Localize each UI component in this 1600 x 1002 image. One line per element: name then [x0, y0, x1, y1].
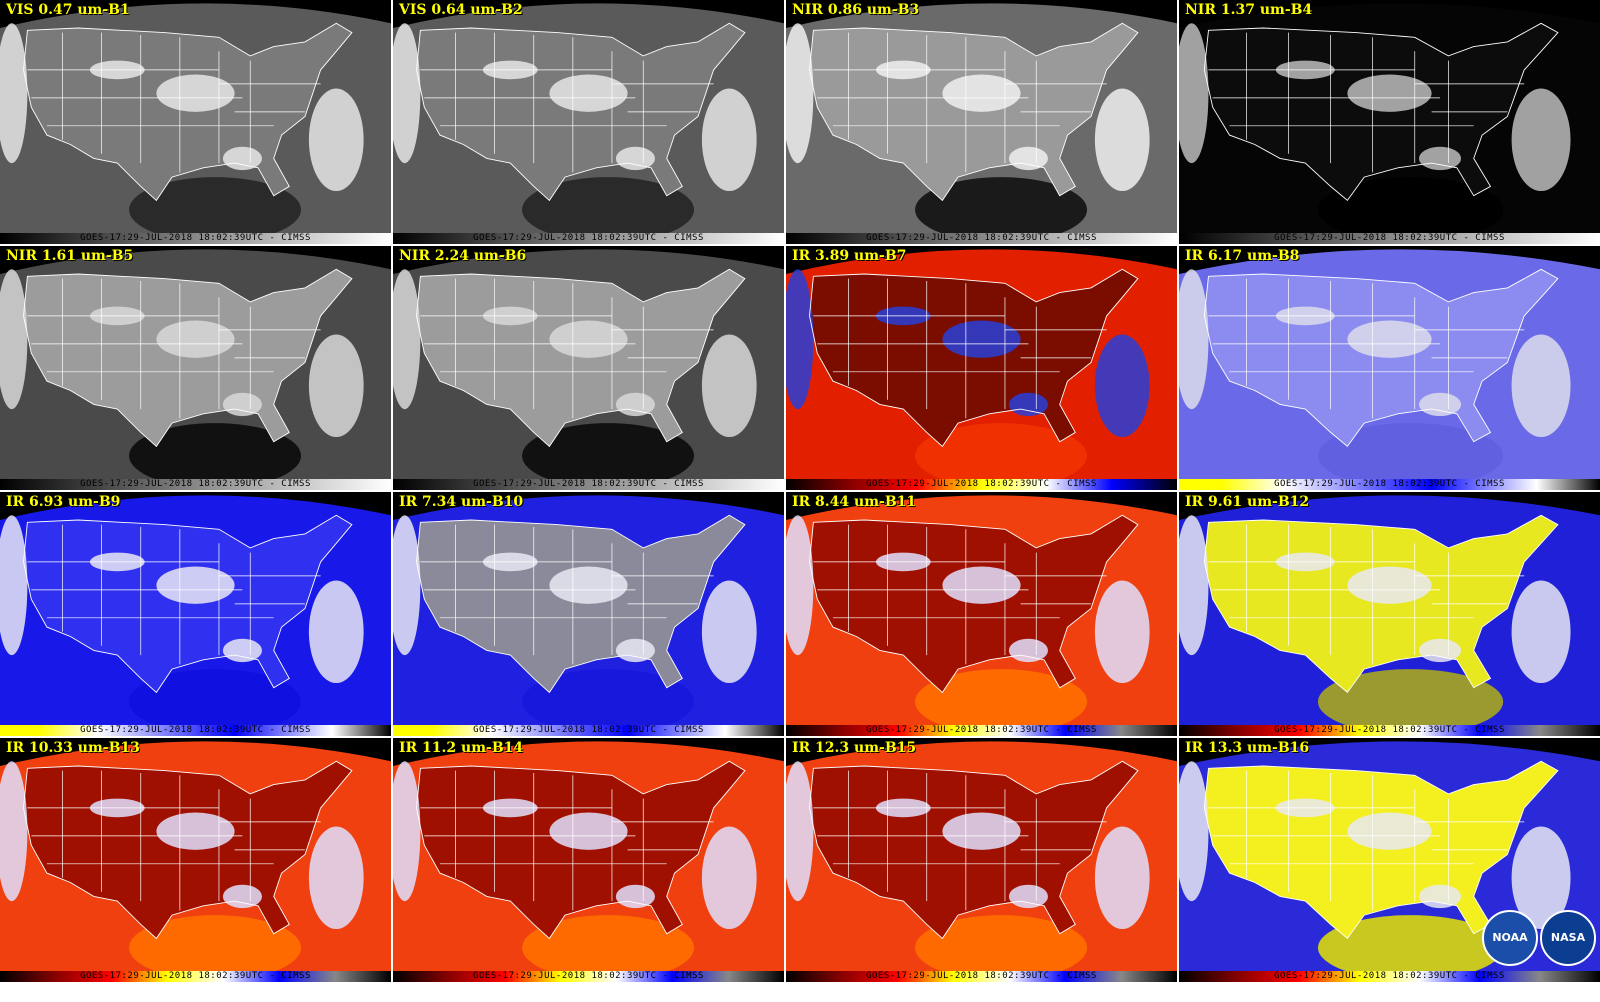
satellite-image — [1179, 246, 1600, 479]
band-label: IR 7.34 um-B10 — [399, 494, 524, 510]
satellite-image — [393, 492, 784, 725]
satellite-image — [393, 0, 784, 233]
color-bar: GOES-17:29-JUL-2018 18:02:39UTC - CIMSS — [393, 725, 784, 736]
color-bar: GOES-17:29-JUL-2018 18:02:39UTC - CIMSS — [393, 233, 784, 244]
color-bar: GOES-17:29-JUL-2018 18:02:39UTC - CIMSS — [0, 971, 391, 982]
band-panel: IR 12.3 um-B15 GOES-17:29-JUL-2018 18:02:… — [786, 738, 1177, 982]
satellite-image — [0, 492, 391, 725]
satellite-image — [786, 0, 1177, 233]
satellite-image — [786, 492, 1177, 725]
band-label: IR 8.44 um-B11 — [792, 494, 917, 510]
band-panel: IR 3.89 um-B7 GOES-17:29-JUL-2018 18:02:3… — [786, 246, 1177, 490]
timestamp-caption: GOES-17:29-JUL-2018 18:02:39UTC - CIMSS — [866, 233, 1097, 243]
color-bar: GOES-17:29-JUL-2018 18:02:39UTC - CIMSS — [786, 725, 1177, 736]
band-label: IR 11.2 um-B14 — [399, 740, 524, 756]
satellite-image — [1179, 492, 1600, 725]
band-label: VIS 0.47 um-B1 — [6, 2, 130, 18]
timestamp-caption: GOES-17:29-JUL-2018 18:02:39UTC - CIMSS — [80, 971, 311, 981]
color-bar: GOES-17:29-JUL-2018 18:02:39UTC - CIMSS — [786, 479, 1177, 490]
timestamp-caption: GOES-17:29-JUL-2018 18:02:39UTC - CIMSS — [1274, 971, 1505, 981]
band-label: NIR 1.37 um-B4 — [1185, 2, 1313, 18]
color-bar: GOES-17:29-JUL-2018 18:02:39UTC - CIMSS — [1179, 479, 1600, 490]
band-panel: IR 11.2 um-B14 GOES-17:29-JUL-2018 18:02:… — [393, 738, 784, 982]
timestamp-caption: GOES-17:29-JUL-2018 18:02:39UTC - CIMSS — [80, 725, 311, 735]
color-bar: GOES-17:29-JUL-2018 18:02:39UTC - CIMSS — [0, 233, 391, 244]
satellite-image — [1179, 738, 1600, 971]
color-bar: GOES-17:29-JUL-2018 18:02:39UTC - CIMSS — [393, 479, 784, 490]
satellite-image — [0, 246, 391, 479]
band-label: IR 10.33 um-B13 — [6, 740, 140, 756]
satellite-image — [786, 738, 1177, 971]
satellite-image — [393, 738, 784, 971]
timestamp-caption: GOES-17:29-JUL-2018 18:02:39UTC - CIMSS — [1274, 725, 1505, 735]
band-label: NIR 0.86 um-B3 — [792, 2, 920, 18]
color-bar: GOES-17:29-JUL-2018 18:02:39UTC - CIMSS — [1179, 971, 1600, 982]
band-panel: NIR 2.24 um-B6 GOES-17:29-JUL-2018 18:02:… — [393, 246, 784, 490]
satellite-image — [0, 0, 391, 233]
band-label: IR 3.89 um-B7 — [792, 248, 907, 264]
band-panel: IR 6.17 um-B8 GOES-17:29-JUL-2018 18:02:3… — [1179, 246, 1600, 490]
satellite-image — [0, 738, 391, 971]
band-panel: IR 7.34 um-B10 GOES-17:29-JUL-2018 18:02:… — [393, 492, 784, 736]
timestamp-caption: GOES-17:29-JUL-2018 18:02:39UTC - CIMSS — [1274, 479, 1505, 489]
color-bar: GOES-17:29-JUL-2018 18:02:39UTC - CIMSS — [1179, 725, 1600, 736]
band-label: IR 6.17 um-B8 — [1185, 248, 1300, 264]
color-bar: GOES-17:29-JUL-2018 18:02:39UTC - CIMSS — [786, 971, 1177, 982]
timestamp-caption: GOES-17:29-JUL-2018 18:02:39UTC - CIMSS — [866, 971, 1097, 981]
band-label: NIR 2.24 um-B6 — [399, 248, 527, 264]
band-panel: IR 13.3 um-B16 GOES-17:29-JUL-2018 18:02:… — [1179, 738, 1600, 982]
timestamp-caption: GOES-17:29-JUL-2018 18:02:39UTC - CIMSS — [473, 479, 704, 489]
color-bar: GOES-17:29-JUL-2018 18:02:39UTC - CIMSS — [1179, 233, 1600, 244]
band-panel: NIR 1.61 um-B5 GOES-17:29-JUL-2018 18:02:… — [0, 246, 391, 490]
band-panel: IR 6.93 um-B9 GOES-17:29-JUL-2018 18:02:3… — [0, 492, 391, 736]
band-panel: NIR 0.86 um-B3 GOES-17:29-JUL-2018 18:02:… — [786, 0, 1177, 244]
band-label: IR 12.3 um-B15 — [792, 740, 917, 756]
timestamp-caption: GOES-17:29-JUL-2018 18:02:39UTC - CIMSS — [473, 725, 704, 735]
timestamp-caption: GOES-17:29-JUL-2018 18:02:39UTC - CIMSS — [1274, 233, 1505, 243]
color-bar: GOES-17:29-JUL-2018 18:02:39UTC - CIMSS — [786, 233, 1177, 244]
timestamp-caption: GOES-17:29-JUL-2018 18:02:39UTC - CIMSS — [473, 233, 704, 243]
band-panel: IR 8.44 um-B11 GOES-17:29-JUL-2018 18:02:… — [786, 492, 1177, 736]
color-bar: GOES-17:29-JUL-2018 18:02:39UTC - CIMSS — [393, 971, 784, 982]
band-panel: VIS 0.47 um-B1 GOES-17:29-JUL-2018 18:02:… — [0, 0, 391, 244]
band-label: VIS 0.64 um-B2 — [399, 2, 523, 18]
band-panel: VIS 0.64 um-B2 GOES-17:29-JUL-2018 18:02:… — [393, 0, 784, 244]
timestamp-caption: GOES-17:29-JUL-2018 18:02:39UTC - CIMSS — [866, 725, 1097, 735]
band-panel: IR 10.33 um-B13 GOES-17:29-JUL-2018 18:02… — [0, 738, 391, 982]
agency-logos: NOAA NASA — [1482, 910, 1596, 966]
satellite-image — [786, 246, 1177, 479]
satellite-image — [1179, 0, 1600, 233]
noaa-logo: NOAA — [1482, 910, 1538, 966]
band-panel: NIR 1.37 um-B4 GOES-17:29-JUL-2018 18:02:… — [1179, 0, 1600, 244]
timestamp-caption: GOES-17:29-JUL-2018 18:02:39UTC - CIMSS — [866, 479, 1097, 489]
band-label: IR 6.93 um-B9 — [6, 494, 121, 510]
band-panel: IR 9.61 um-B12 GOES-17:29-JUL-2018 18:02:… — [1179, 492, 1600, 736]
timestamp-caption: GOES-17:29-JUL-2018 18:02:39UTC - CIMSS — [80, 233, 311, 243]
color-bar: GOES-17:29-JUL-2018 18:02:39UTC - CIMSS — [0, 479, 391, 490]
band-label: IR 13.3 um-B16 — [1185, 740, 1310, 756]
band-label: NIR 1.61 um-B5 — [6, 248, 134, 264]
nasa-logo: NASA — [1540, 910, 1596, 966]
timestamp-caption: GOES-17:29-JUL-2018 18:02:39UTC - CIMSS — [473, 971, 704, 981]
timestamp-caption: GOES-17:29-JUL-2018 18:02:39UTC - CIMSS — [80, 479, 311, 489]
band-label: IR 9.61 um-B12 — [1185, 494, 1310, 510]
color-bar: GOES-17:29-JUL-2018 18:02:39UTC - CIMSS — [0, 725, 391, 736]
satellite-image — [393, 246, 784, 479]
